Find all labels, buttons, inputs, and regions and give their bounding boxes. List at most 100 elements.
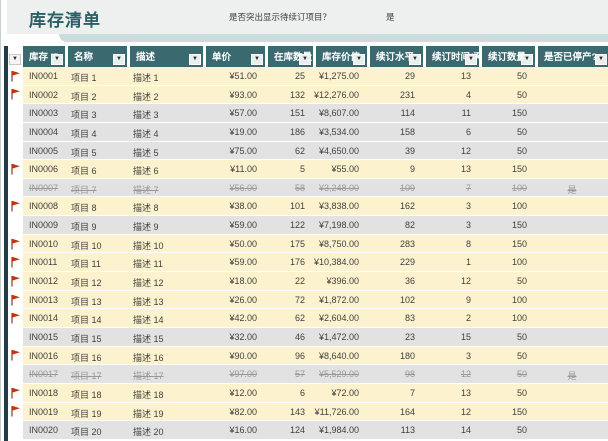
- cell-value[interactable]: ¥4,650.00: [313, 141, 367, 160]
- cell-value[interactable]: ¥10,384.00: [313, 253, 367, 272]
- filter-dropdown-icon[interactable]: ▼: [465, 54, 477, 65]
- cell-discontinued[interactable]: [535, 346, 608, 365]
- cell-days[interactable]: 6: [423, 122, 479, 141]
- cell-id[interactable]: IN0014: [23, 309, 65, 327]
- cell-name[interactable]: 项目 1: [65, 67, 127, 85]
- cell-discontinued[interactable]: [535, 383, 608, 402]
- flag-cell[interactable]: [8, 234, 23, 253]
- cell-name[interactable]: 项目 20: [65, 421, 127, 439]
- cell-desc[interactable]: 描述 18: [127, 383, 203, 402]
- cell-discontinued[interactable]: [535, 197, 608, 216]
- flag-cell[interactable]: [8, 346, 23, 365]
- cell-days[interactable]: 11: [423, 104, 479, 122]
- flag-cell[interactable]: [8, 309, 23, 327]
- cell-level[interactable]: 102: [367, 290, 423, 309]
- cell-discontinued[interactable]: [535, 141, 608, 160]
- cell-id[interactable]: IN0001: [23, 67, 65, 85]
- cell-price[interactable]: ¥90.00: [203, 346, 265, 365]
- cell-desc[interactable]: 描述 11: [127, 253, 203, 272]
- cell-level[interactable]: 9: [367, 160, 423, 178]
- cell-price[interactable]: ¥56.00: [203, 178, 265, 197]
- cell-id[interactable]: IN0020: [23, 421, 65, 439]
- cell-id[interactable]: IN0008: [23, 197, 65, 216]
- cell-days[interactable]: 13: [423, 160, 479, 178]
- flag-cell[interactable]: [8, 216, 23, 234]
- filter-dropdown-icon[interactable]: ▼: [251, 54, 263, 65]
- cell-qty[interactable]: 62: [265, 309, 313, 327]
- cell-level[interactable]: 29: [367, 67, 423, 85]
- cell-price[interactable]: ¥82.00: [203, 402, 265, 421]
- cell-name[interactable]: 项目 16: [65, 346, 127, 365]
- cell-days[interactable]: 13: [423, 67, 479, 85]
- cell-desc[interactable]: 描述 17: [127, 365, 203, 383]
- cell-qty[interactable]: 124: [265, 421, 313, 439]
- cell-name[interactable]: 项目 10: [65, 234, 127, 253]
- flag-cell[interactable]: [8, 421, 23, 439]
- cell-desc[interactable]: 描述 1: [127, 67, 203, 85]
- cell-days[interactable]: 15: [423, 327, 479, 346]
- flag-cell[interactable]: [8, 122, 23, 141]
- cell-discontinued[interactable]: [535, 216, 608, 234]
- cell-name[interactable]: 项目 7: [65, 178, 127, 197]
- cell-qty[interactable]: 22: [265, 272, 313, 290]
- cell-level[interactable]: 229: [367, 253, 423, 272]
- cell-value[interactable]: ¥1,472.00: [313, 327, 367, 346]
- cell-value[interactable]: ¥5,529.00: [313, 365, 367, 383]
- cell-price[interactable]: ¥12.00: [203, 383, 265, 402]
- cell-reorder_qty[interactable]: 100: [479, 309, 535, 327]
- flag-cell[interactable]: [8, 290, 23, 309]
- cell-name[interactable]: 项目 15: [65, 327, 127, 346]
- cell-name[interactable]: 项目 17: [65, 365, 127, 383]
- cell-qty[interactable]: 186: [265, 122, 313, 141]
- filter-dropdown-icon[interactable]: ▼: [299, 54, 311, 65]
- cell-price[interactable]: ¥19.00: [203, 122, 265, 141]
- cell-desc[interactable]: 描述 13: [127, 290, 203, 309]
- flag-cell[interactable]: [8, 104, 23, 122]
- cell-reorder_qty[interactable]: 50: [479, 327, 535, 346]
- column-header-desc[interactable]: 描述 ▼: [127, 46, 203, 67]
- cell-level[interactable]: 83: [367, 309, 423, 327]
- cell-name[interactable]: 项目 14: [65, 309, 127, 327]
- cell-name[interactable]: 项目 18: [65, 383, 127, 402]
- cell-price[interactable]: ¥32.00: [203, 327, 265, 346]
- cell-days[interactable]: 12: [423, 141, 479, 160]
- cell-discontinued[interactable]: [535, 402, 608, 421]
- flag-cell[interactable]: [8, 365, 23, 383]
- cell-price[interactable]: ¥51.00: [203, 67, 265, 85]
- filter-dropdown-icon[interactable]: ▼: [353, 54, 365, 65]
- cell-name[interactable]: 项目 12: [65, 272, 127, 290]
- cell-price[interactable]: ¥75.00: [203, 141, 265, 160]
- cell-id[interactable]: IN0004: [23, 122, 65, 141]
- cell-price[interactable]: ¥38.00: [203, 197, 265, 216]
- cell-desc[interactable]: 描述 6: [127, 160, 203, 178]
- cell-qty[interactable]: 62: [265, 141, 313, 160]
- flag-cell[interactable]: [8, 253, 23, 272]
- cell-value[interactable]: ¥2,604.00: [313, 309, 367, 327]
- flag-cell[interactable]: [8, 67, 23, 85]
- column-header-name[interactable]: 名称 ▼: [65, 46, 127, 67]
- cell-level[interactable]: 114: [367, 104, 423, 122]
- cell-reorder_qty[interactable]: 50: [479, 67, 535, 85]
- cell-id[interactable]: IN0018: [23, 383, 65, 402]
- cell-desc[interactable]: 描述 2: [127, 85, 203, 104]
- flag-cell[interactable]: [8, 383, 23, 402]
- cell-price[interactable]: ¥11.00: [203, 160, 265, 178]
- cell-qty[interactable]: 143: [265, 402, 313, 421]
- cell-value[interactable]: ¥3,534.00: [313, 122, 367, 141]
- cell-reorder_qty[interactable]: 100: [479, 290, 535, 309]
- cell-reorder_qty[interactable]: 150: [479, 104, 535, 122]
- cell-qty[interactable]: 101: [265, 197, 313, 216]
- cell-qty[interactable]: 96: [265, 346, 313, 365]
- cell-days[interactable]: 9: [423, 290, 479, 309]
- column-header-value[interactable]: 库存价值 ▼: [313, 46, 367, 67]
- cell-value[interactable]: ¥12,276.00: [313, 85, 367, 104]
- cell-reorder_qty[interactable]: 150: [479, 402, 535, 421]
- cell-value[interactable]: ¥7,198.00: [313, 216, 367, 234]
- column-header-qty[interactable]: 在库数量 ▼: [265, 46, 313, 67]
- cell-level[interactable]: 158: [367, 122, 423, 141]
- cell-qty[interactable]: 151: [265, 104, 313, 122]
- cell-id[interactable]: IN0003: [23, 104, 65, 122]
- cell-qty[interactable]: 132: [265, 85, 313, 104]
- cell-days[interactable]: 3: [423, 216, 479, 234]
- filter-dropdown-icon[interactable]: ▼: [51, 54, 63, 65]
